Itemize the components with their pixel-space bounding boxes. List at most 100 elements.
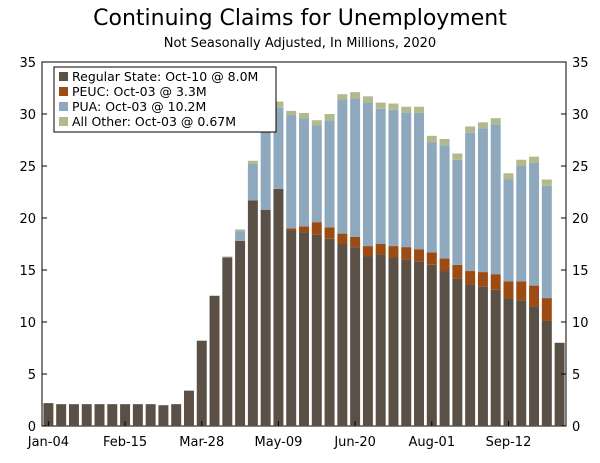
legend-box — [53, 66, 277, 133]
bar-pua-sep-26 — [529, 162, 540, 286]
bar-peuc-jun-13 — [337, 233, 348, 244]
x-tick-label-may-09: May-09 — [254, 435, 302, 450]
bar-regular-state-jun-20 — [350, 247, 361, 426]
bar-peuc-aug-22 — [465, 271, 476, 285]
legend-swatch-peuc — [59, 87, 68, 96]
x-tick-label-sep-12: Sep-12 — [486, 435, 532, 450]
legend-label-pua: PUA: Oct-03 @ 10.2M — [72, 99, 206, 114]
bar-pua-apr-25 — [247, 163, 258, 201]
bar-pua-jul-04 — [375, 108, 386, 244]
x-tick-label-mar-28: Mar-28 — [179, 435, 224, 450]
bar-peuc-jul-11 — [388, 246, 399, 258]
bar-pua-oct-03 — [541, 185, 552, 299]
bar-all-other-sep-05 — [490, 118, 501, 125]
bar-regular-state-feb-08 — [107, 404, 118, 426]
bar-regular-state-apr-04 — [209, 296, 220, 426]
bar-regular-state-jan-04 — [43, 403, 54, 426]
bar-pua-aug-29 — [477, 128, 488, 273]
bar-regular-state-feb-15 — [120, 404, 131, 426]
bar-peuc-aug-01 — [426, 252, 437, 265]
bar-all-other-jun-13 — [337, 94, 348, 100]
bar-all-other-jul-18 — [401, 106, 412, 113]
bar-peuc-sep-05 — [490, 274, 501, 290]
bar-pua-sep-05 — [490, 124, 501, 275]
bar-regular-state-aug-01 — [426, 264, 437, 426]
bar-pua-may-02 — [260, 118, 271, 210]
bar-regular-state-jul-11 — [388, 257, 399, 426]
axes-group: 0 0 5 5 10 10 15 15 20 20 25 25 30 30 35 35 Jan-04 Feb-15… — [19, 56, 588, 450]
y-tick-label-right-0: 0 — [572, 420, 580, 435]
bar-regular-state-sep-19 — [516, 300, 527, 426]
y-tick-label-right-20: 20 — [572, 212, 589, 227]
bar-all-other-aug-29 — [477, 122, 488, 129]
bar-all-other-oct-03 — [541, 179, 552, 186]
bar-regular-state-jan-11 — [56, 404, 67, 426]
bar-pua-aug-15 — [452, 159, 463, 265]
bar-peuc-may-16 — [286, 228, 297, 231]
y-tick-label-left-30: 30 — [19, 108, 36, 123]
bar-peuc-jun-20 — [350, 236, 361, 248]
y-tick-label-right-30: 30 — [572, 108, 589, 123]
bar-peuc-oct-03 — [541, 298, 552, 321]
bar-regular-state-aug-08 — [439, 271, 450, 426]
bar-all-other-may-16 — [286, 110, 297, 116]
y-tick-label-left-20: 20 — [19, 212, 36, 227]
bar-regular-state-sep-26 — [529, 306, 540, 426]
bar-all-other-sep-19 — [516, 159, 527, 166]
bar-all-other-jun-20 — [350, 92, 361, 99]
bar-peuc-may-30 — [311, 222, 322, 235]
bar-peuc-aug-08 — [439, 258, 450, 272]
y-tick-label-left-15: 15 — [19, 264, 36, 279]
bar-peuc-aug-15 — [452, 264, 463, 279]
bar-regular-state-may-23 — [299, 232, 309, 426]
legend: Regular State: Oct-10 @ 8.0M PEUC: Oct-0… — [53, 66, 277, 133]
bar-pua-sep-12 — [503, 179, 514, 282]
bar-all-other-jun-06 — [324, 114, 335, 121]
chart-subtitle: Not Seasonally Adjusted, In Millions, 20… — [163, 36, 437, 51]
bar-peuc-jul-18 — [401, 247, 412, 260]
bar-regular-state-oct-10 — [554, 342, 565, 426]
bar-all-other-sep-12 — [503, 173, 514, 180]
bar-pua-jul-25 — [414, 112, 425, 250]
bar-all-other-may-09 — [273, 101, 284, 108]
bar-all-other-apr-04 — [209, 295, 220, 296]
bar-regular-state-jul-18 — [401, 259, 412, 426]
bar-all-other-may-30 — [311, 120, 322, 126]
bar-regular-state-mar-21 — [183, 390, 194, 426]
x-tick-label-aug-01: Aug-01 — [408, 435, 455, 450]
legend-label-all-other: All Other: Oct-03 @ 0.67M — [72, 114, 236, 129]
bar-regular-state-may-09 — [273, 188, 284, 426]
bar-all-other-aug-15 — [452, 153, 463, 160]
bar-peuc-jul-25 — [414, 249, 425, 262]
bar-regular-state-aug-29 — [477, 286, 488, 426]
x-tick-label-feb-15: Feb-15 — [103, 435, 147, 450]
bar-regular-state-sep-12 — [503, 298, 514, 426]
legend-swatch-pua — [59, 102, 68, 111]
bar-regular-state-sep-05 — [490, 289, 501, 426]
bar-peuc-jun-06 — [324, 227, 335, 239]
bar-regular-state-may-16 — [286, 230, 297, 426]
bar-all-other-jul-25 — [414, 106, 425, 113]
bar-regular-state-feb-01 — [94, 404, 105, 426]
bar-all-other-apr-25 — [247, 160, 258, 164]
bar-pua-jul-18 — [401, 112, 412, 248]
bar-regular-state-jun-13 — [337, 244, 348, 426]
bar-pua-aug-22 — [465, 132, 476, 272]
bar-peuc-jul-04 — [375, 244, 386, 255]
bar-regular-state-mar-07 — [158, 405, 169, 426]
bar-pua-apr-18 — [235, 231, 246, 241]
bar-all-other-sep-26 — [529, 156, 540, 163]
bar-pua-may-16 — [286, 115, 297, 229]
bars-group — [43, 92, 565, 426]
bar-regular-state-apr-18 — [235, 240, 246, 426]
bar-pua-aug-01 — [426, 142, 437, 253]
bar-regular-state-may-02 — [260, 209, 271, 426]
bar-all-other-may-23 — [299, 112, 309, 119]
bar-all-other-jul-04 — [375, 102, 386, 109]
legend-label-regular-state: Regular State: Oct-10 @ 8.0M — [72, 69, 258, 84]
y-tick-label-right-35: 35 — [572, 56, 589, 71]
bar-regular-state-apr-11 — [222, 257, 233, 426]
bar-regular-state-jan-18 — [68, 404, 79, 426]
x-tick-label-jun-20: Jun-20 — [333, 435, 376, 450]
